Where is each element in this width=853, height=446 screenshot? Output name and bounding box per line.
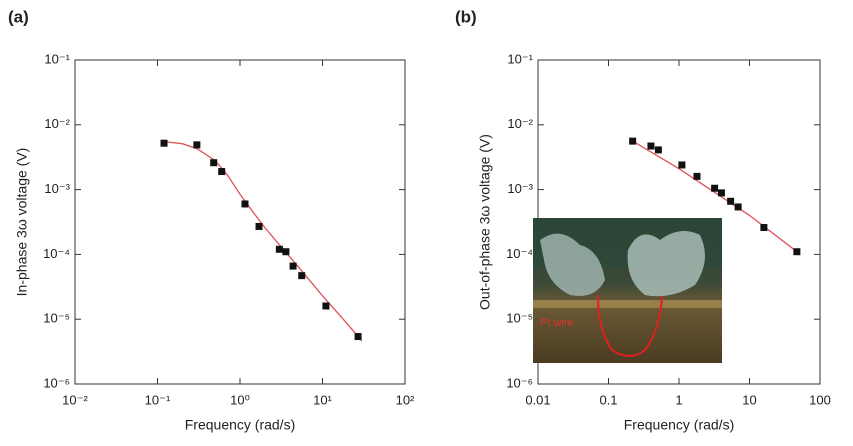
y-axis-title: In-phase 3ω voltage (V): [14, 148, 30, 297]
data-point: [647, 142, 655, 150]
data-point: [255, 222, 263, 230]
panel-label: (a): [8, 7, 29, 26]
y-tick-label: 10⁻²: [44, 116, 70, 131]
data-point: [654, 146, 662, 154]
x-tick-label: 0.1: [599, 392, 617, 407]
data-point: [629, 137, 637, 145]
y-tick-label: 10⁻⁴: [506, 246, 533, 261]
plot: 10⁻² 10⁻¹ 10⁰ 10¹ 10² 10⁻⁶ 10⁻⁵ 10⁻⁴ 10⁻³ 10⁻² 10⁻…: [14, 51, 415, 432]
panel-label: (b): [455, 7, 477, 26]
x-tick-label: 10⁰: [230, 392, 250, 407]
data-point: [289, 262, 297, 270]
y-tick-label: 10⁻⁵: [43, 311, 70, 326]
y-tick-label: 10⁻³: [507, 181, 533, 196]
x-axis-title: Frequency (rad/s): [624, 417, 734, 433]
y-tick-label: 10⁻⁴: [43, 246, 70, 261]
pt-wire: [597, 294, 663, 357]
y-tick-label: 10⁻⁶: [43, 375, 70, 390]
data-point: [717, 189, 725, 197]
x-tick-label: 10⁻¹: [145, 392, 171, 407]
y-tick-label: 10⁻⁵: [506, 311, 533, 326]
data-point: [275, 245, 283, 253]
data-point: [193, 141, 201, 149]
y-tick-label: 10⁻¹: [44, 51, 70, 66]
y-tick-label: 10⁻¹: [507, 51, 533, 66]
data-point: [727, 197, 735, 205]
y-axis-title: Out-of-phase 3ω voltage (V): [477, 134, 493, 310]
data-point: [793, 248, 801, 256]
data-point: [298, 272, 306, 280]
inset-photo: Pt wire: [533, 218, 722, 363]
data-point: [678, 161, 686, 169]
x-tick-label: 10¹: [313, 392, 332, 407]
plot: 0.01 0.1 1 10 100 10⁻⁶ 10⁻⁵ 10⁻⁴ 10⁻³ 10⁻² 10⁻¹ Fre…: [477, 51, 831, 432]
y-tick-label: 10⁻⁶: [506, 375, 533, 390]
x-tick-label: 0.01: [525, 392, 550, 407]
data-point: [760, 224, 768, 232]
y-tick-label: 10⁻³: [44, 181, 70, 196]
data-point: [354, 333, 362, 341]
x-axis-title: Frequency (rad/s): [185, 417, 295, 433]
x-tick-label: 10: [742, 392, 756, 407]
data-point: [711, 184, 719, 192]
substrate-edge: [533, 300, 722, 308]
data-point: [322, 302, 330, 310]
data-point: [218, 168, 226, 176]
epoxy-blob: [540, 233, 605, 296]
fit-line: [632, 140, 798, 253]
data-point: [282, 248, 290, 256]
fit-line: [163, 140, 363, 342]
data-point: [693, 172, 701, 180]
x-tick-label: 1: [675, 392, 682, 407]
epoxy-blob: [627, 231, 705, 297]
data-point: [210, 159, 218, 167]
data-point: [241, 200, 249, 208]
x-tick-label: 10²: [396, 392, 415, 407]
data-point: [734, 203, 742, 211]
data-point: [160, 139, 168, 147]
x-tick-label: 10⁻²: [62, 392, 88, 407]
y-tick-label: 10⁻²: [507, 116, 533, 131]
x-tick-label: 100: [809, 392, 831, 407]
inset-annotation: Pt wire: [540, 317, 574, 329]
